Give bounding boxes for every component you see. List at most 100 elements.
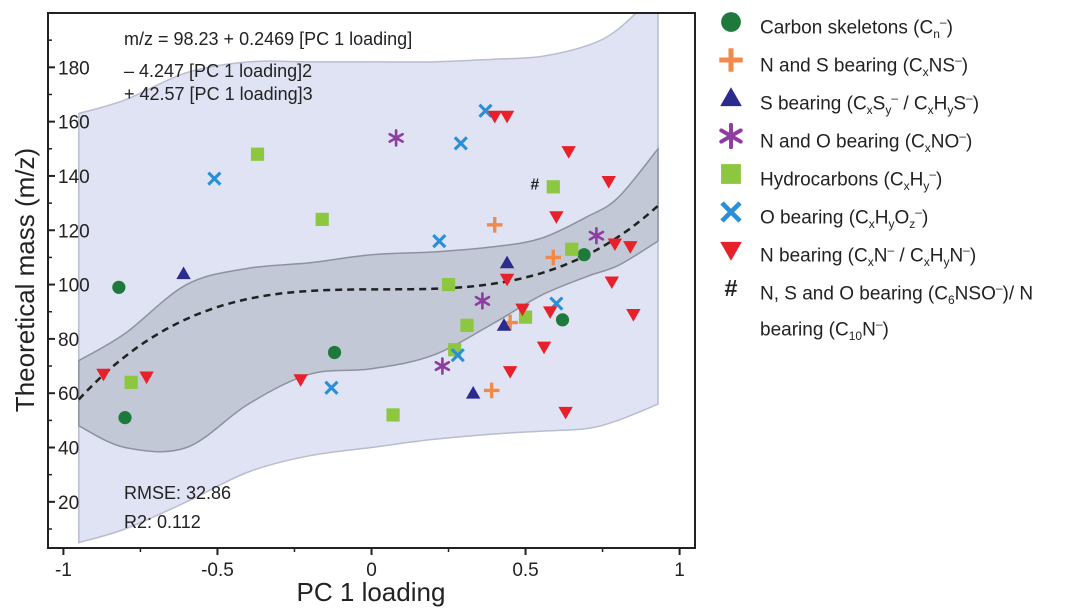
- data-point-triangle-down: [139, 371, 154, 385]
- data-point-triangle-down: [626, 309, 641, 322]
- legend-marker: [719, 123, 743, 149]
- legend-marker-circle: [721, 12, 741, 32]
- y-tick-label: 80: [58, 330, 79, 351]
- data-point-square: [386, 408, 400, 422]
- legend-item: N and S bearing (CxNS–): [718, 42, 1082, 80]
- data-point-plus: [483, 382, 500, 399]
- data-point-x: [432, 234, 447, 249]
- data-point-triangle-down: [558, 406, 573, 420]
- equation-line-3: + 42.57 [PC 1 loading]3: [124, 84, 313, 104]
- legend-marker-plus: [719, 48, 743, 72]
- data-point-triangle-down: [502, 366, 518, 379]
- data-point-triangle-down: [604, 276, 620, 290]
- data-point-circle: [118, 411, 132, 425]
- data-point-x: [324, 380, 339, 395]
- data-point-triangle-up: [499, 255, 515, 269]
- data-point-triangle-down: [487, 110, 502, 124]
- fit-layer: [77, 204, 659, 401]
- points-layer: #: [96, 103, 641, 425]
- legend-marker-square: [721, 164, 741, 184]
- legend-marker: [721, 164, 741, 184]
- data-point-x: [450, 348, 465, 363]
- data-point-circle: [577, 248, 591, 262]
- x-axis-title: PC 1 loading: [297, 577, 446, 607]
- data-point-triangle-down: [515, 303, 530, 317]
- legend-marker: [720, 87, 742, 107]
- x-tick-label: -1: [55, 560, 72, 581]
- bands-layer: [78, 13, 659, 544]
- legend-label: Carbon skeletons (Cn–): [760, 15, 953, 42]
- data-point-triangle-down: [96, 368, 111, 382]
- data-point-square: [441, 277, 456, 292]
- legend-marker: #: [724, 275, 737, 301]
- legend-item: O bearing (CxHyOz–): [718, 194, 1082, 232]
- legend-label: O bearing (CxHyOz–): [760, 205, 929, 232]
- data-point-triangle-down: [536, 341, 552, 355]
- data-point-triangle-down: [607, 238, 623, 252]
- data-point-triangle-down: [549, 211, 564, 224]
- legend-item: N bearing (CxN– / CxHyN–): [718, 232, 1082, 270]
- data-point-triangle-up: [465, 386, 481, 399]
- y-tick-label: 100: [58, 276, 90, 297]
- data-point-triangle-up: [176, 266, 191, 280]
- data-point-square: [460, 318, 474, 332]
- data-point-plus: [545, 249, 562, 266]
- y-tick-label: 160: [58, 113, 90, 134]
- legend-label: Hydrocarbons (CxHy–): [760, 167, 943, 194]
- legend: Carbon skeletons (Cn–) N and S bearing (…: [718, 4, 1082, 343]
- data-point-triangle-down: [293, 374, 308, 387]
- data-point-circle: [327, 345, 342, 360]
- data-point-asterisk: [588, 226, 605, 245]
- data-point-triangle-down: [499, 273, 515, 287]
- data-point-hash: #: [530, 176, 539, 193]
- data-point-triangle-up: [496, 318, 512, 331]
- data-point-triangle-down: [499, 110, 515, 124]
- y-tick-label: 20: [58, 493, 79, 514]
- data-point-square: [124, 375, 138, 389]
- legend-item: Carbon skeletons (Cn–): [718, 4, 1082, 42]
- data-point-square: [565, 242, 579, 256]
- legend-label: N and S bearing (CxNS–): [760, 53, 969, 80]
- x-tick-label: -0.5: [201, 560, 234, 581]
- y-tick-label: 60: [58, 384, 79, 405]
- data-point-triangle-down: [561, 146, 576, 159]
- x-tick-label: 0: [366, 560, 377, 581]
- y-tick-label: 180: [58, 58, 90, 79]
- data-point-triangle-down: [542, 306, 558, 319]
- data-point-asterisk: [388, 129, 404, 147]
- x-tick-label: 0.5: [512, 560, 538, 581]
- legend-item: # N, S and O bearing (C6NSO–)/ N bearing…: [718, 270, 1082, 343]
- legend-marker-hash: #: [724, 275, 737, 301]
- confidence-band: [78, 146, 659, 453]
- legend-item: N and O bearing (CxNO–): [718, 118, 1082, 156]
- legend-marker: [721, 12, 741, 32]
- data-point-square: [315, 212, 329, 226]
- y-tick-label: 140: [58, 167, 90, 188]
- legend-label: N, S and O bearing (C6NSO–)/ N bearing (…: [760, 281, 1034, 344]
- y-tick-label: 40: [58, 439, 79, 460]
- fit-line: [77, 204, 659, 401]
- data-point-triangle-down: [601, 175, 616, 189]
- r2-label: R2: 0.112: [124, 512, 201, 532]
- legend-marker-triangle-up: [720, 87, 742, 107]
- data-point-plus: [486, 217, 503, 233]
- data-point-square: [546, 180, 560, 194]
- data-point-x: [207, 171, 222, 186]
- y-axis-title: Theoretical mass (m/z): [10, 148, 40, 412]
- legend-marker: [720, 241, 742, 261]
- legend-marker-x: [720, 201, 742, 223]
- legend-marker-triangle-down: [720, 241, 742, 261]
- x-tick-label: 1: [674, 560, 685, 581]
- data-point-circle: [112, 280, 126, 294]
- legend-marker-asterisk: [719, 123, 743, 149]
- legend-item: S bearing (CxSy– / CxHyS–): [718, 80, 1082, 118]
- legend-marker: [719, 48, 743, 72]
- data-point-circle: [555, 313, 570, 327]
- equation-line-2: – 4.247 [PC 1 loading]2: [124, 61, 312, 81]
- rmse-label: RMSE: 32.86: [124, 483, 231, 503]
- data-point-square: [250, 147, 265, 161]
- data-point-x: [478, 103, 493, 118]
- y-tick-label: 120: [58, 221, 90, 242]
